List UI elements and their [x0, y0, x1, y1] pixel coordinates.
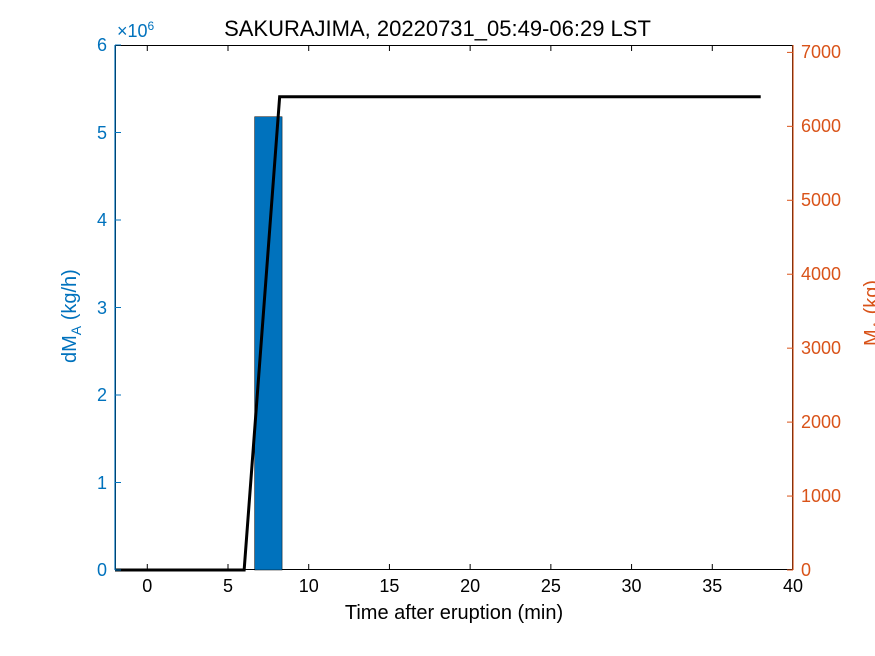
x-axis-label: Time after eruption (min)	[115, 602, 793, 625]
bar	[255, 117, 282, 570]
x-tick-label: 15	[379, 576, 399, 597]
y-right-tick-label: 2000	[801, 412, 841, 433]
y-right-tick-label: 1000	[801, 486, 841, 507]
y-left-tick-label: 3	[97, 298, 107, 319]
y-left-tick-label: 4	[97, 210, 107, 231]
y-right-tick-label: 4000	[801, 264, 841, 285]
y-left-tick-label: 6	[97, 35, 107, 56]
x-tick-label: 0	[142, 576, 152, 597]
chart-container: SAKURAJIMA, 20220731_05:49-06:29 LST ×10…	[0, 0, 875, 656]
x-tick-label: 30	[622, 576, 642, 597]
x-tick-label: 10	[299, 576, 319, 597]
x-tick-label: 5	[223, 576, 233, 597]
cumulative-line	[115, 97, 761, 570]
x-tick-label: 25	[541, 576, 561, 597]
y-left-tick-label: 1	[97, 473, 107, 494]
y-right-tick-label: 7000	[801, 42, 841, 63]
y-right-tick-label: 5000	[801, 190, 841, 211]
y-right-axis-label: MA (kg)	[861, 279, 875, 345]
y-right-tick-label: 3000	[801, 338, 841, 359]
y-left-tick-label: 0	[97, 560, 107, 581]
y-right-tick-label: 0	[801, 560, 811, 581]
chart-svg	[0, 0, 875, 656]
y-left-tick-label: 5	[97, 123, 107, 144]
y-left-multiplier: ×106	[117, 19, 154, 42]
x-tick-label: 20	[460, 576, 480, 597]
x-tick-label: 35	[702, 576, 722, 597]
x-tick-label: 40	[783, 576, 803, 597]
y-left-tick-label: 2	[97, 385, 107, 406]
y-right-tick-label: 6000	[801, 116, 841, 137]
y-left-axis-label: dMA (kg/h)	[59, 269, 84, 363]
